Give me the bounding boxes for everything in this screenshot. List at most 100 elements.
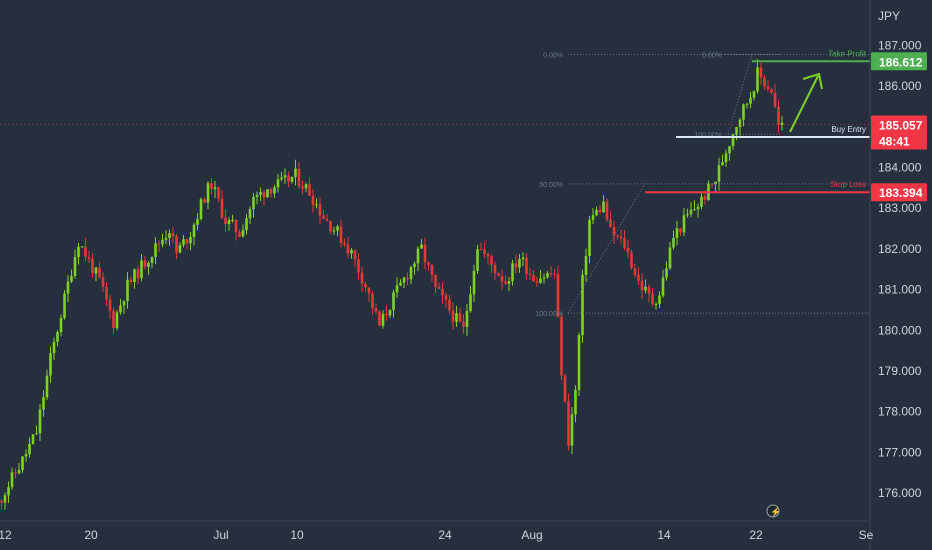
candle-body [213, 187, 217, 190]
price-tick-label: 181.000 [878, 283, 922, 297]
stop-loss-label: Stop Loss [830, 180, 866, 189]
candle-body [332, 230, 336, 232]
candle-body [304, 184, 308, 189]
candle-body [231, 219, 234, 221]
current-price-tag[interactable] [871, 115, 927, 150]
candle-body [129, 279, 133, 282]
candle-body [742, 104, 745, 120]
time-tick-label: 20 [84, 528, 98, 542]
candle-body [7, 487, 10, 496]
candle-body [392, 292, 395, 311]
candle-body [528, 274, 532, 276]
candle-body [497, 273, 500, 276]
candle-body [556, 273, 560, 317]
overlays-layer: 0.00% 50.00% 100.00% 0.00% 100.00% Take Profi… [0, 49, 870, 318]
candle-body [665, 268, 668, 278]
candle-body [605, 201, 609, 220]
candle-body [252, 196, 255, 210]
take-profit-tag[interactable] [871, 52, 927, 71]
candle-body [311, 195, 315, 206]
candle-body [24, 454, 28, 457]
candle-body [185, 239, 189, 244]
candle-body [276, 179, 280, 188]
time-tick-label: 12 [0, 528, 12, 542]
candle-body [581, 274, 584, 336]
candle-body [38, 409, 42, 434]
price-tick-label: 177.000 [878, 445, 922, 459]
fib-small-label: 0.00% [702, 52, 722, 59]
price-tick-label: 183.000 [878, 201, 922, 215]
candle-body [595, 209, 598, 216]
candle-body [315, 204, 318, 206]
candle-body [14, 472, 17, 474]
time-tick-label: 24 [438, 528, 452, 542]
time-tick-label: 10 [290, 528, 304, 542]
candle-body [672, 237, 675, 248]
candle-body [105, 286, 108, 300]
candle-body [434, 274, 437, 287]
candle-body [626, 247, 630, 253]
price-tick-label: 184.000 [878, 161, 922, 175]
candle-body [455, 313, 458, 322]
candle-body [525, 257, 528, 275]
current-price-tag-text: 185.057 [879, 119, 923, 133]
fib-trend-line [727, 54, 753, 135]
candle-body [658, 295, 661, 304]
candle-body [73, 257, 77, 276]
candle-body [500, 275, 504, 282]
candle-body [542, 277, 546, 279]
candle-body [234, 219, 238, 233]
lightning-icon[interactable] [766, 504, 780, 518]
candle-body [245, 218, 248, 231]
candle-body [588, 219, 591, 256]
time-tick-label: 22 [749, 528, 763, 542]
candle-body [735, 127, 738, 135]
candle-body [136, 269, 140, 279]
candle-body [318, 204, 322, 216]
candle-body [479, 249, 483, 251]
projection-arrow-head [802, 72, 823, 90]
candle-body [21, 456, 24, 471]
candle-body [437, 286, 441, 290]
candle-body [780, 122, 784, 125]
candle-body [675, 228, 679, 238]
candle-body [210, 183, 213, 190]
candle-body [721, 162, 724, 166]
candle-body [350, 249, 353, 254]
candle-body [98, 267, 101, 278]
stop-loss-tag[interactable] [871, 183, 927, 202]
candle-body [623, 237, 626, 248]
candle-body [693, 209, 696, 211]
candle-body [724, 153, 728, 163]
candle-body [763, 77, 766, 87]
lightning-glyph: ⚡ [770, 506, 781, 518]
candle-body [385, 313, 388, 316]
candle-body [248, 209, 252, 219]
candle-body [280, 177, 283, 180]
candle-body [577, 335, 581, 390]
candle-body [87, 257, 91, 259]
candle-body [752, 91, 756, 98]
replay-icon-wrap[interactable]: ⚡ [766, 504, 781, 518]
candle-body [217, 187, 220, 199]
candle-body [378, 311, 381, 326]
candle-body [630, 252, 633, 269]
candle-body [612, 227, 616, 236]
price-tick-label: 179.000 [878, 364, 922, 378]
candle-body [329, 220, 332, 232]
candle-body [52, 341, 56, 354]
current-price-countdown: 48:41 [879, 135, 910, 149]
candle-body [269, 189, 273, 194]
candle-body [777, 106, 780, 125]
currency-label[interactable]: JPY [878, 9, 900, 23]
candle-body [357, 259, 360, 273]
candle-body [476, 249, 479, 271]
price-tick-label: 180.000 [878, 323, 922, 337]
candle-body [199, 199, 203, 219]
candle-body [343, 242, 346, 245]
candle-body [682, 215, 686, 233]
candle-body [458, 313, 462, 322]
candle-body [399, 282, 402, 286]
